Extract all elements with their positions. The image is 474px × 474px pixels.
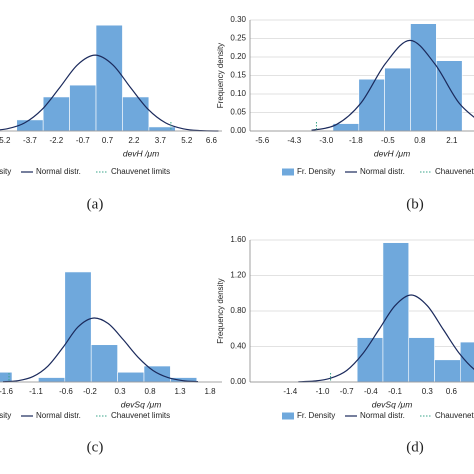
histogram-bar (69, 84, 97, 132)
x-tick-label: -1.6 (0, 387, 13, 396)
legend-label: Chauvenet limits (111, 167, 170, 176)
x-tick-label: -1.4 (283, 387, 297, 396)
x-tick-label: -0.5 (381, 136, 395, 145)
x-tick-label: -0.7 (340, 387, 354, 396)
normal-curve (0, 54, 219, 132)
x-tick-label: 5.2 (181, 136, 193, 145)
chart-panel: -5.2 -3.7 -2.2 -0.7 0.7 2.2 3.7 5.2 6.6 devH /μm F… (0, 24, 222, 212)
x-tick-label: -1.8 (349, 136, 363, 145)
x-tick-label: 6.6 (206, 136, 218, 145)
histogram-bar (38, 377, 66, 383)
legend-swatch (282, 412, 294, 420)
x-tick-label: -0.4 (364, 387, 378, 396)
y-tick-label: 0.00 (230, 377, 246, 386)
x-axis-label: devSq /μm (372, 399, 413, 409)
histogram-bar (356, 337, 384, 383)
x-tick-label: -4.3 (287, 136, 301, 145)
y-tick-label: 0.10 (230, 89, 246, 98)
y-tick-label: 0.00 (230, 126, 246, 135)
legend-label: Normal distr. (36, 411, 81, 420)
x-tick-label: 0.7 (102, 136, 114, 145)
x-tick-label: -3.7 (23, 136, 37, 145)
x-tick-label: -0.1 (388, 387, 402, 396)
x-tick-label: 0.3 (114, 387, 126, 396)
x-tick-label: -5.6 (255, 136, 269, 145)
legend-label: Fr. Density (297, 411, 335, 420)
histogram-bar (0, 371, 13, 383)
histogram-bar (143, 365, 171, 383)
x-tick-label: -0.7 (76, 136, 90, 145)
y-tick-label: 0.40 (230, 342, 246, 351)
x-tick-label: -1.1 (29, 387, 43, 396)
plot (0, 24, 219, 132)
legend-label: Fr. Density (0, 167, 11, 176)
y-tick-label: 0.05 (230, 108, 246, 117)
x-tick-label: 3.7 (155, 136, 167, 145)
x-tick-label: 1.3 (174, 387, 186, 396)
histogram-bar (434, 359, 461, 383)
histogram-bar (410, 23, 437, 132)
legend-label: Chauvenet limits (111, 411, 170, 420)
chart-panel: 0.00 0.40 0.80 1.20 1.60 -1.4 -1.0 -0.7 -0.4 -0.1… (216, 235, 474, 455)
x-tick-label: 2.2 (128, 136, 140, 145)
chart-panel: 0.00 0.05 0.10 0.15 0.20 0.25 0.30 -5.6 -4.3 -3.0… (216, 15, 474, 212)
x-axis-label: devH /μm (123, 148, 159, 158)
legend-label: Fr. Density (297, 167, 335, 176)
panel-label: (c) (87, 439, 104, 455)
chart-panel: -1.6 -1.1 -0.6 -0.2 0.3 0.8 1.3 1.8 devSq /μm Fr.… (0, 271, 222, 455)
histogram-bar (408, 337, 435, 383)
legend-label: Chauvenet limits (435, 411, 474, 420)
legend-label: Normal distr. (36, 167, 81, 176)
legend-label: Fr. Density (0, 411, 11, 420)
panel-label: (b) (406, 196, 424, 212)
y-axis-label: Frequency density (216, 43, 225, 108)
x-tick-label: -3.0 (319, 136, 333, 145)
plot (250, 19, 474, 132)
legend-label: Normal distr. (360, 167, 405, 176)
x-tick-label: -0.2 (83, 387, 97, 396)
histogram-bar (384, 67, 411, 132)
x-tick-label: 0.6 (446, 387, 458, 396)
x-tick-label: -1.0 (316, 387, 330, 396)
normal-curve (2, 317, 199, 383)
x-tick-label: 0.8 (144, 387, 156, 396)
y-tick-label: 1.60 (230, 235, 246, 244)
normal-curve (298, 294, 474, 383)
x-tick-label: -2.2 (49, 136, 63, 145)
histogram-bar (42, 96, 70, 132)
histogram-bar (122, 96, 150, 132)
histogram-bar (382, 242, 410, 383)
plot (0, 271, 199, 383)
x-axis-label: devSq /μm (121, 399, 162, 409)
panel-label: (d) (406, 439, 424, 455)
y-axis-label: Frequency density (216, 278, 225, 343)
legend-swatch (282, 168, 294, 176)
x-tick-label: -0.6 (59, 387, 73, 396)
legend-label: Normal distr. (360, 411, 405, 420)
histogram-bar (16, 119, 44, 132)
x-tick-label: 0.3 (422, 387, 434, 396)
y-tick-label: 0.20 (230, 52, 246, 61)
x-axis-label: devH /μm (374, 148, 410, 158)
x-tick-label: 1.8 (204, 387, 216, 396)
x-tick-label: 2.1 (446, 136, 458, 145)
y-tick-label: 0.80 (230, 306, 246, 315)
panel-label: (a) (87, 196, 104, 212)
histogram-bar (90, 344, 118, 383)
y-tick-label: 0.15 (230, 71, 246, 80)
x-tick-label: 0.8 (414, 136, 426, 145)
y-tick-label: 0.30 (230, 15, 246, 24)
y-tick-label: 1.20 (230, 271, 246, 280)
histogram-bar (117, 371, 145, 383)
y-tick-label: 0.25 (230, 34, 246, 43)
normal-curve (311, 39, 474, 131)
x-tick-label: -5.2 (0, 136, 11, 145)
histogram-bar (95, 24, 123, 132)
legend-label: Chauvenet limits (435, 167, 474, 176)
plot (250, 239, 474, 383)
